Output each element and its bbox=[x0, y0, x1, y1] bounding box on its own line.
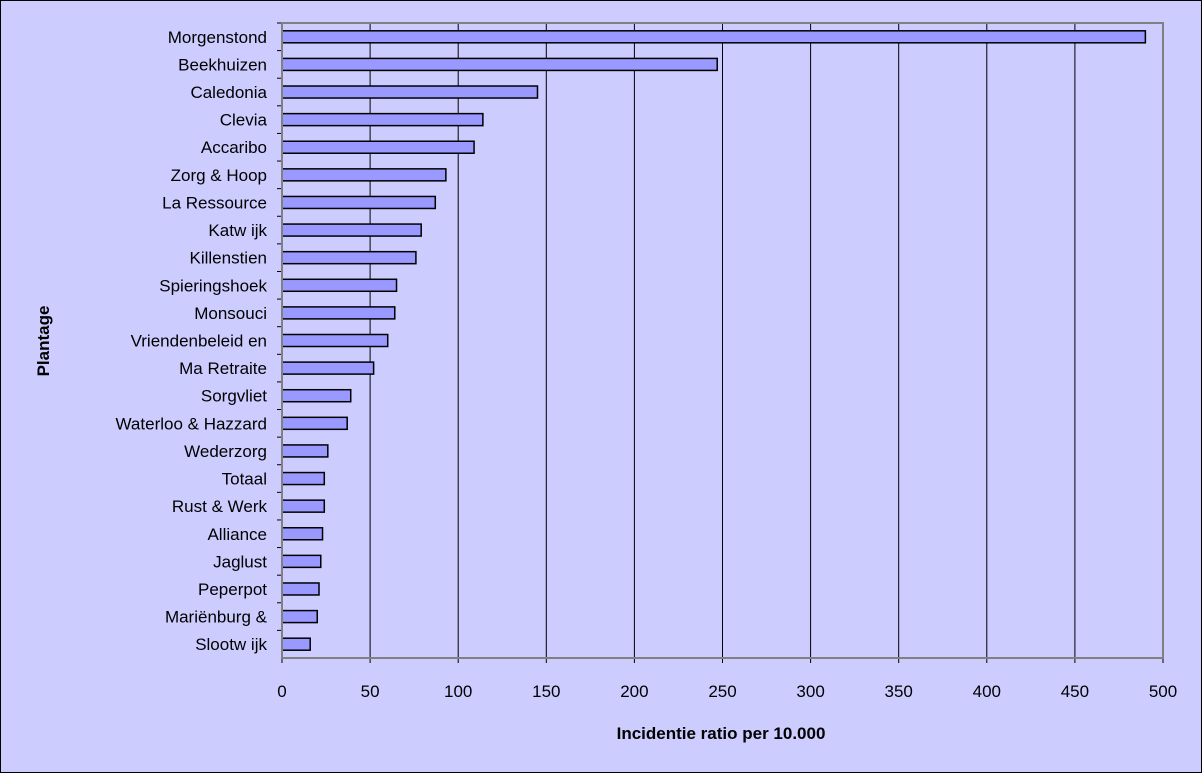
category-label: Vriendenbeleid en bbox=[131, 332, 267, 351]
gridlines bbox=[281, 23, 1164, 663]
category-label: Spieringshoek bbox=[159, 276, 267, 295]
bar bbox=[281, 140, 475, 154]
bar bbox=[281, 250, 417, 265]
x-tick-label: 450 bbox=[1061, 682, 1089, 701]
category-label: Sorgvliet bbox=[201, 387, 267, 406]
category-label: Beekhuizen bbox=[178, 55, 267, 74]
x-tick-label: 100 bbox=[444, 682, 472, 701]
bar bbox=[281, 361, 375, 375]
y-axis-title: Plantage bbox=[34, 306, 53, 377]
x-tick-label: 400 bbox=[973, 682, 1001, 701]
category-label: Accaribo bbox=[201, 138, 267, 157]
x-tick-label: 250 bbox=[708, 682, 736, 701]
x-tick-label: 50 bbox=[361, 682, 380, 701]
x-tick-label: 500 bbox=[1149, 682, 1177, 701]
category-label: Rust & Werk bbox=[172, 497, 268, 516]
category-label: Monsouci bbox=[194, 304, 267, 323]
bar bbox=[281, 471, 326, 486]
x-tick-label: 300 bbox=[796, 682, 824, 701]
category-label: Zorg & Hoop bbox=[171, 166, 267, 185]
x-axis-title: Incidentie ratio per 10.000 bbox=[617, 724, 826, 743]
category-label: Jaglust bbox=[213, 552, 267, 571]
bar bbox=[281, 609, 318, 624]
category-label: Ma Retraite bbox=[179, 359, 267, 378]
category-label: Wederzorg bbox=[184, 442, 267, 461]
category-label: Totaal bbox=[222, 470, 267, 489]
bar bbox=[281, 416, 348, 431]
category-label: Killenstien bbox=[190, 249, 268, 268]
bar bbox=[281, 306, 396, 320]
x-tick-label: 0 bbox=[277, 682, 286, 701]
x-tick-label: 350 bbox=[885, 682, 913, 701]
category-label: Peperpot bbox=[198, 580, 267, 599]
bars bbox=[277, 22, 1147, 651]
bar bbox=[281, 278, 398, 293]
bar bbox=[281, 388, 352, 403]
bar bbox=[281, 85, 539, 99]
category-label: Waterloo & Hazzard bbox=[116, 414, 267, 433]
category-label: Morgenstond bbox=[168, 28, 267, 47]
category-label: Mariënburg & bbox=[165, 608, 268, 627]
bar bbox=[281, 527, 324, 541]
x-tick-labels: 0 50 100 150 200 250 300 350 400 450 500 bbox=[277, 682, 1177, 701]
bar bbox=[281, 499, 326, 513]
bar bbox=[281, 637, 311, 651]
bar bbox=[281, 195, 437, 210]
x-tick-label: 200 bbox=[620, 682, 648, 701]
plot-area-border bbox=[281, 22, 1164, 659]
category-label: La Ressource bbox=[162, 193, 267, 212]
bar bbox=[281, 223, 422, 237]
category-label: Alliance bbox=[207, 525, 267, 544]
bar bbox=[281, 333, 389, 348]
bar bbox=[281, 554, 322, 569]
category-label: Clevia bbox=[220, 111, 268, 130]
bar bbox=[281, 444, 329, 458]
bar bbox=[281, 57, 718, 72]
bar bbox=[281, 112, 484, 127]
bar bbox=[281, 30, 1147, 44]
x-tick-label: 150 bbox=[532, 682, 560, 701]
category-label: Katw ijk bbox=[208, 221, 267, 240]
category-label: Caledonia bbox=[190, 83, 267, 102]
category-label: Slootw ijk bbox=[195, 635, 267, 654]
category-labels: Morgenstond Beekhuizen Caledonia Clevia Acca… bbox=[116, 28, 268, 654]
bar bbox=[281, 168, 447, 182]
bar bbox=[281, 582, 320, 596]
